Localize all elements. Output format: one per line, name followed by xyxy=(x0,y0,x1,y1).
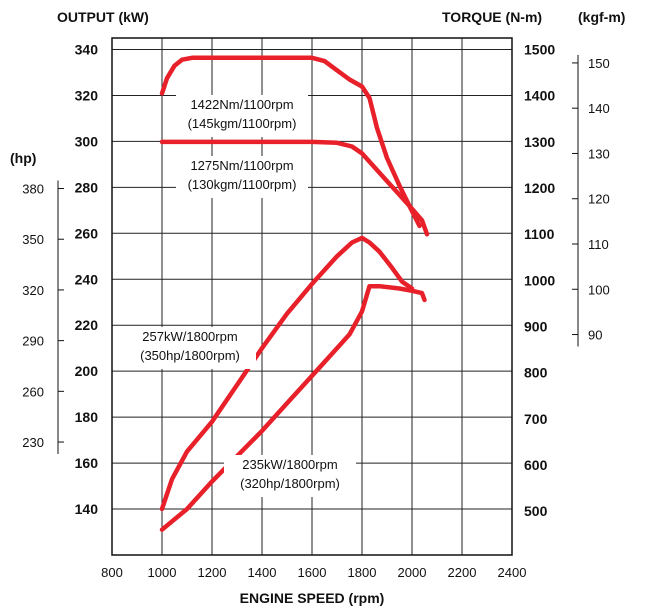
output-axis-title: OUTPUT (kW) xyxy=(57,9,149,25)
output-tick-label: 340 xyxy=(75,41,99,57)
series-annotation-4: (320hp/1800rpm) xyxy=(240,476,340,491)
x-tick-label: 1600 xyxy=(298,565,327,580)
output-tick-label: 300 xyxy=(75,133,99,149)
hp-tick-label: 260 xyxy=(22,384,44,399)
chart-annotations: 1422Nm/1100rpm (145kgm/1100rpm) 1275Nm/110… xyxy=(124,95,356,497)
annotation-background xyxy=(176,156,308,198)
hp-tick-label: 350 xyxy=(22,232,44,247)
torque-axis-title: TORQUE (N-m) xyxy=(442,9,542,25)
kgfm-tick-label: 140 xyxy=(588,101,610,116)
kgfm-axis-title: (kgf-m) xyxy=(578,9,625,25)
plot-frame xyxy=(111,37,513,556)
output-tick-label: 280 xyxy=(75,179,99,195)
hp-tick-label: 230 xyxy=(22,435,44,450)
output-tick-label: 160 xyxy=(75,455,99,471)
output-tick-label: 240 xyxy=(75,271,99,287)
torque-tick-label: 1100 xyxy=(524,226,555,242)
x-tick-label: 1000 xyxy=(148,565,177,580)
kgfm-tick-label: 150 xyxy=(588,56,610,71)
series-annotation-1: (145kgm/1100rpm) xyxy=(188,116,297,131)
series-annotation-3: 257kW/1800rpm xyxy=(142,329,237,344)
chart-axes: 800 1000 1200 1400 1600 1800 2000 2200 2400 140 16… xyxy=(22,41,609,580)
kgfm-tick-label: 120 xyxy=(588,192,610,207)
series-line-1 xyxy=(159,55,422,229)
kgfm-tick-label: 130 xyxy=(588,146,610,161)
series-line-3 xyxy=(159,235,415,512)
x-tick-label: 2200 xyxy=(448,565,477,580)
annotation-background xyxy=(224,455,356,497)
torque-tick-label: 1300 xyxy=(524,134,555,150)
x-tick-label: 800 xyxy=(101,565,123,580)
x-tick-label: 1200 xyxy=(198,565,227,580)
x-tick-label: 1400 xyxy=(248,565,277,580)
series-annotation-1: 1422Nm/1100rpm xyxy=(190,97,293,112)
output-tick-label: 260 xyxy=(75,225,99,241)
torque-tick-label: 700 xyxy=(524,411,548,427)
output-tick-label: 140 xyxy=(75,501,99,517)
torque-tick-label: 1500 xyxy=(524,42,555,58)
output-tick-label: 320 xyxy=(75,87,99,103)
hp-axis-title: (hp) xyxy=(10,150,36,166)
series-annotation-3: (350hp/1800rpm) xyxy=(140,348,240,363)
chart-titles: OUTPUT (kW) TORQUE (N-m) (kgf-m) (hp) ENGINE… xyxy=(10,9,625,606)
torque-tick-label: 600 xyxy=(524,457,548,473)
output-tick-label: 180 xyxy=(75,409,99,425)
hp-tick-label: 290 xyxy=(22,334,44,349)
annotation-background xyxy=(124,327,256,369)
series-annotation-2: 1275Nm/1100rpm xyxy=(190,158,293,173)
kgfm-tick-label: 100 xyxy=(588,282,610,297)
torque-tick-label: 800 xyxy=(524,365,548,381)
kgfm-tick-label: 90 xyxy=(588,328,602,343)
series-annotation-2: (130kgm/1100rpm) xyxy=(188,177,297,192)
x-tick-label: 1800 xyxy=(348,565,377,580)
torque-tick-label: 1000 xyxy=(524,272,555,288)
series-annotation-4: 235kW/1800rpm xyxy=(242,457,337,472)
series-line-2 xyxy=(159,139,430,237)
torque-tick-label: 1400 xyxy=(524,88,555,104)
output-tick-label: 220 xyxy=(75,317,99,333)
hp-tick-label: 320 xyxy=(22,283,44,298)
x-tick-label: 2400 xyxy=(498,565,527,580)
torque-tick-label: 900 xyxy=(524,319,548,335)
hp-tick-label: 380 xyxy=(22,182,44,197)
output-tick-label: 200 xyxy=(75,363,99,379)
x-tick-label: 2000 xyxy=(398,565,427,580)
torque-tick-label: 500 xyxy=(524,503,548,519)
kgfm-tick-label: 110 xyxy=(588,237,609,252)
x-axis-title: ENGINE SPEED (rpm) xyxy=(240,590,385,606)
annotation-background xyxy=(176,95,308,137)
torque-tick-label: 1200 xyxy=(524,180,555,196)
